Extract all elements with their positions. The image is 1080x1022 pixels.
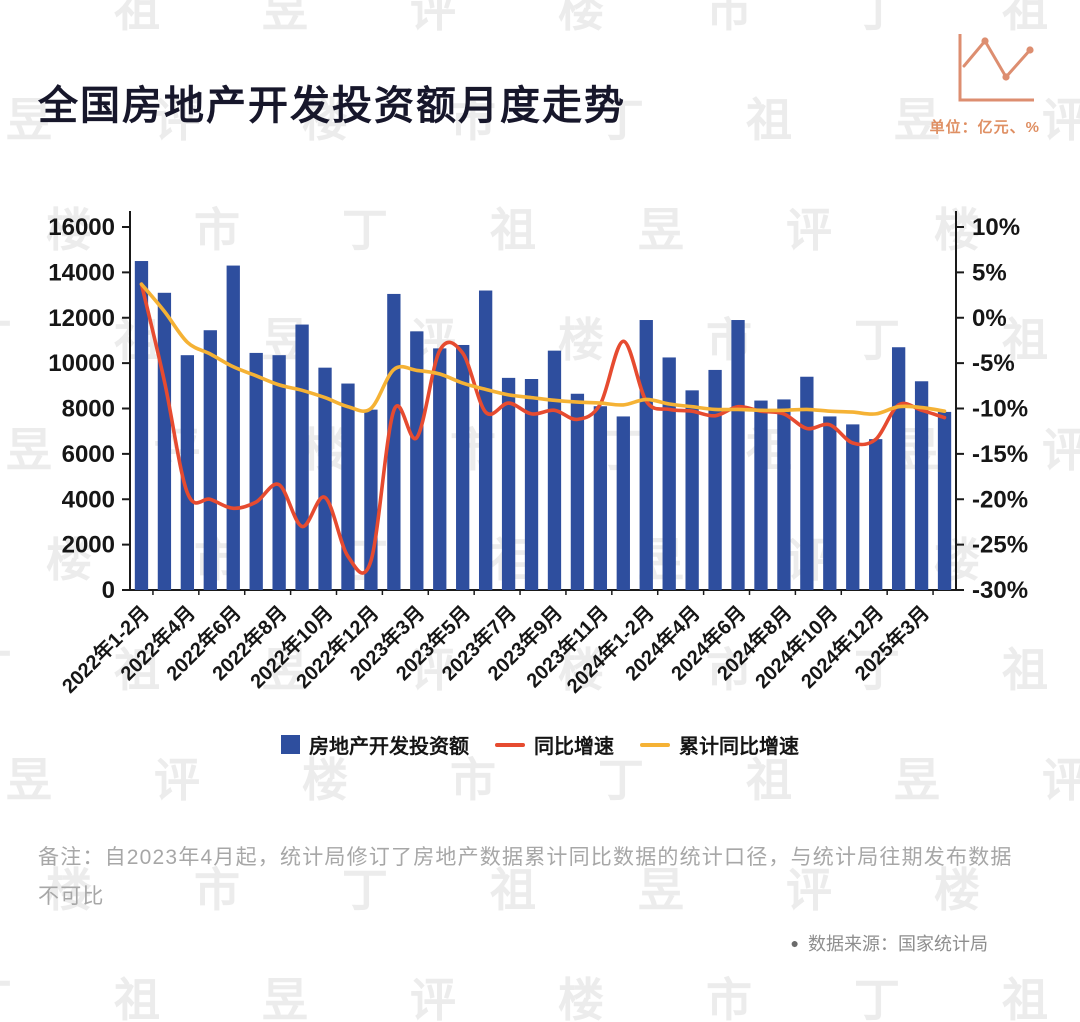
watermark-char: 市: [706, 0, 752, 36]
bar-2022年8月: [272, 355, 286, 590]
right-axis-label: 5%: [972, 259, 1007, 286]
legend-swatch-cumulative: [640, 742, 670, 747]
watermark-char: 丁: [854, 974, 900, 1022]
watermark-char: 丁: [854, 0, 900, 36]
legend-swatch-yoy: [495, 742, 525, 747]
bar-2023年7月: [501, 377, 516, 590]
trend-chart-icon: [958, 34, 1034, 102]
bar-2023年8月: [524, 379, 539, 590]
bar-2023年12月: [616, 416, 630, 590]
watermark-char: 评: [410, 974, 456, 1022]
watermark-char: 楼: [558, 0, 604, 36]
watermark-char: 祖: [114, 974, 160, 1022]
left-axis-label: 12000: [48, 305, 115, 332]
watermark-char: 丁: [0, 964, 12, 1022]
bar-2024年8月: [777, 399, 791, 590]
bar-2023年3月: [410, 331, 424, 590]
unit-label: 单位：亿元、%: [929, 119, 1040, 136]
legend-item-investment: 房地产开发投资额: [281, 730, 469, 759]
watermark-char: 丁: [0, 0, 12, 40]
bar-2023年4月: [433, 348, 447, 590]
bar-2022年10月: [318, 367, 332, 590]
left-axis-label: 10000: [48, 350, 115, 377]
bar-2024年3月: [662, 357, 676, 590]
bar-2023年10月: [570, 393, 585, 590]
right-axis-label: -15%: [972, 441, 1028, 468]
footnote-text: 备注：自2023年4月起，统计局修订了房地产数据累计同比数据的统计口径，与统计局…: [38, 846, 1013, 908]
legend-item-cumulative: 累计同比增速: [640, 730, 799, 759]
bar-2024年7月: [754, 400, 768, 590]
watermark-char: 市: [706, 974, 752, 1022]
bar-2023年6月: [478, 290, 493, 590]
right-axis-label: 10%: [972, 214, 1020, 241]
data-source-text: 数据来源：国家统计局: [808, 934, 988, 954]
bar-2024年10月: [823, 416, 837, 590]
cumulative-growth-line: [139, 282, 947, 416]
bar-2022年4月: [180, 355, 195, 590]
right-axis-label: -30%: [972, 577, 1028, 604]
watermark-char: 祖: [1002, 974, 1048, 1022]
legend-swatch-investment: [281, 735, 300, 754]
left-axis-label: 14000: [48, 259, 115, 286]
left-axis-label: 2000: [62, 532, 115, 559]
right-axis-label: -10%: [972, 396, 1028, 423]
legend-label-investment: 房地产开发投资额: [309, 736, 469, 758]
bar-2025年1-2月: [891, 347, 906, 590]
right-axis-label: -5%: [972, 350, 1015, 377]
left-axis-label: 8000: [62, 396, 115, 423]
bar-2022年1-2月: [134, 261, 149, 590]
bar-2024年12月: [869, 439, 883, 590]
left-axis-label: 4000: [62, 486, 115, 513]
legend-item-yoy: 同比增速: [495, 730, 614, 759]
bar-2024年4月: [685, 390, 699, 590]
chart-svg: 0 2000 4000 6000 8000 10000 12000 14000 16000 -30…: [48, 211, 1028, 698]
watermark-char: 祖: [114, 0, 160, 36]
watermark-char: 昱: [262, 0, 308, 36]
bar-2023年11月: [593, 406, 608, 590]
left-axis-label: 0: [102, 577, 115, 604]
bar-2024年1-2月: [639, 320, 653, 590]
bar-2022年7月: [249, 352, 263, 590]
legend-label-cumulative: 累计同比增速: [679, 736, 799, 758]
left-axis-label: 6000: [62, 441, 115, 468]
bar-2024年5月: [708, 369, 722, 590]
bar-2022年11月: [341, 383, 355, 590]
page-title: 全国房地产开发投资额月度走势: [38, 83, 626, 128]
chart-legend: 房地产开发投资额 同比增速 累计同比增速: [0, 730, 1080, 759]
chart-area: 0 2000 4000 6000 8000 10000 12000 14000 16000 -30…: [0, 195, 1080, 775]
bar-2025年4月: [937, 411, 952, 590]
bar-2022年9月: [295, 324, 309, 590]
watermark-char: 评: [1042, 94, 1080, 146]
left-axis-label: 16000: [48, 214, 115, 241]
bar-2023年9月: [547, 350, 562, 590]
right-axis-label: -20%: [972, 486, 1028, 513]
watermark-char: 昱: [262, 974, 308, 1022]
data-source: ● 数据来源：国家统计局: [791, 930, 988, 956]
bar-2024年11月: [846, 424, 860, 590]
bar-2024年6月: [731, 320, 745, 590]
legend-label-yoy: 同比增速: [534, 736, 614, 758]
right-axis-label: 0%: [972, 305, 1007, 332]
bar-2023年5月: [456, 344, 470, 590]
watermark-char: 评: [410, 0, 456, 36]
bar-2022年3月: [157, 292, 172, 590]
watermark-char: 楼: [558, 974, 604, 1022]
bar-2025年3月: [914, 381, 929, 590]
watermark-char: 祖: [746, 94, 792, 146]
bar-2022年5月: [203, 330, 217, 590]
bullet-icon: ●: [790, 935, 799, 951]
right-axis-label: -25%: [972, 532, 1028, 559]
yoy-growth-line: [139, 282, 947, 575]
bar-2022年6月: [226, 265, 240, 590]
